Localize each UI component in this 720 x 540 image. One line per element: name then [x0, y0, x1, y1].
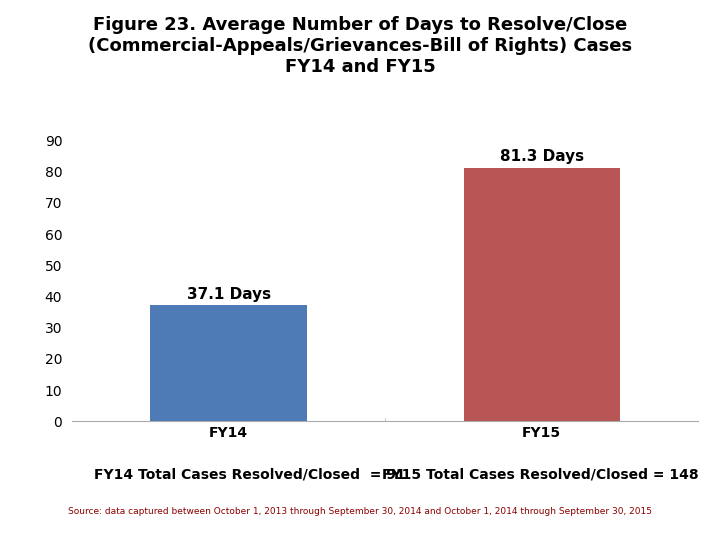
- Text: 37.1 Days: 37.1 Days: [186, 287, 271, 302]
- Text: 81.3 Days: 81.3 Days: [500, 149, 584, 164]
- Text: FY14 Total Cases Resolved/Closed  = 91: FY14 Total Cases Resolved/Closed = 91: [94, 467, 405, 481]
- Bar: [150, 306, 307, 421]
- Text: FY15 Total Cases Resolved/Closed = 148: FY15 Total Cases Resolved/Closed = 148: [382, 467, 698, 481]
- Text: Source: data captured between October 1, 2013 through September 30, 2014 and Oct: Source: data captured between October 1,…: [68, 507, 652, 516]
- Text: Figure 23. Average Number of Days to Resolve/Close
(Commercial-Appeals/Grievance: Figure 23. Average Number of Days to Res…: [88, 16, 632, 76]
- Bar: [464, 167, 620, 421]
